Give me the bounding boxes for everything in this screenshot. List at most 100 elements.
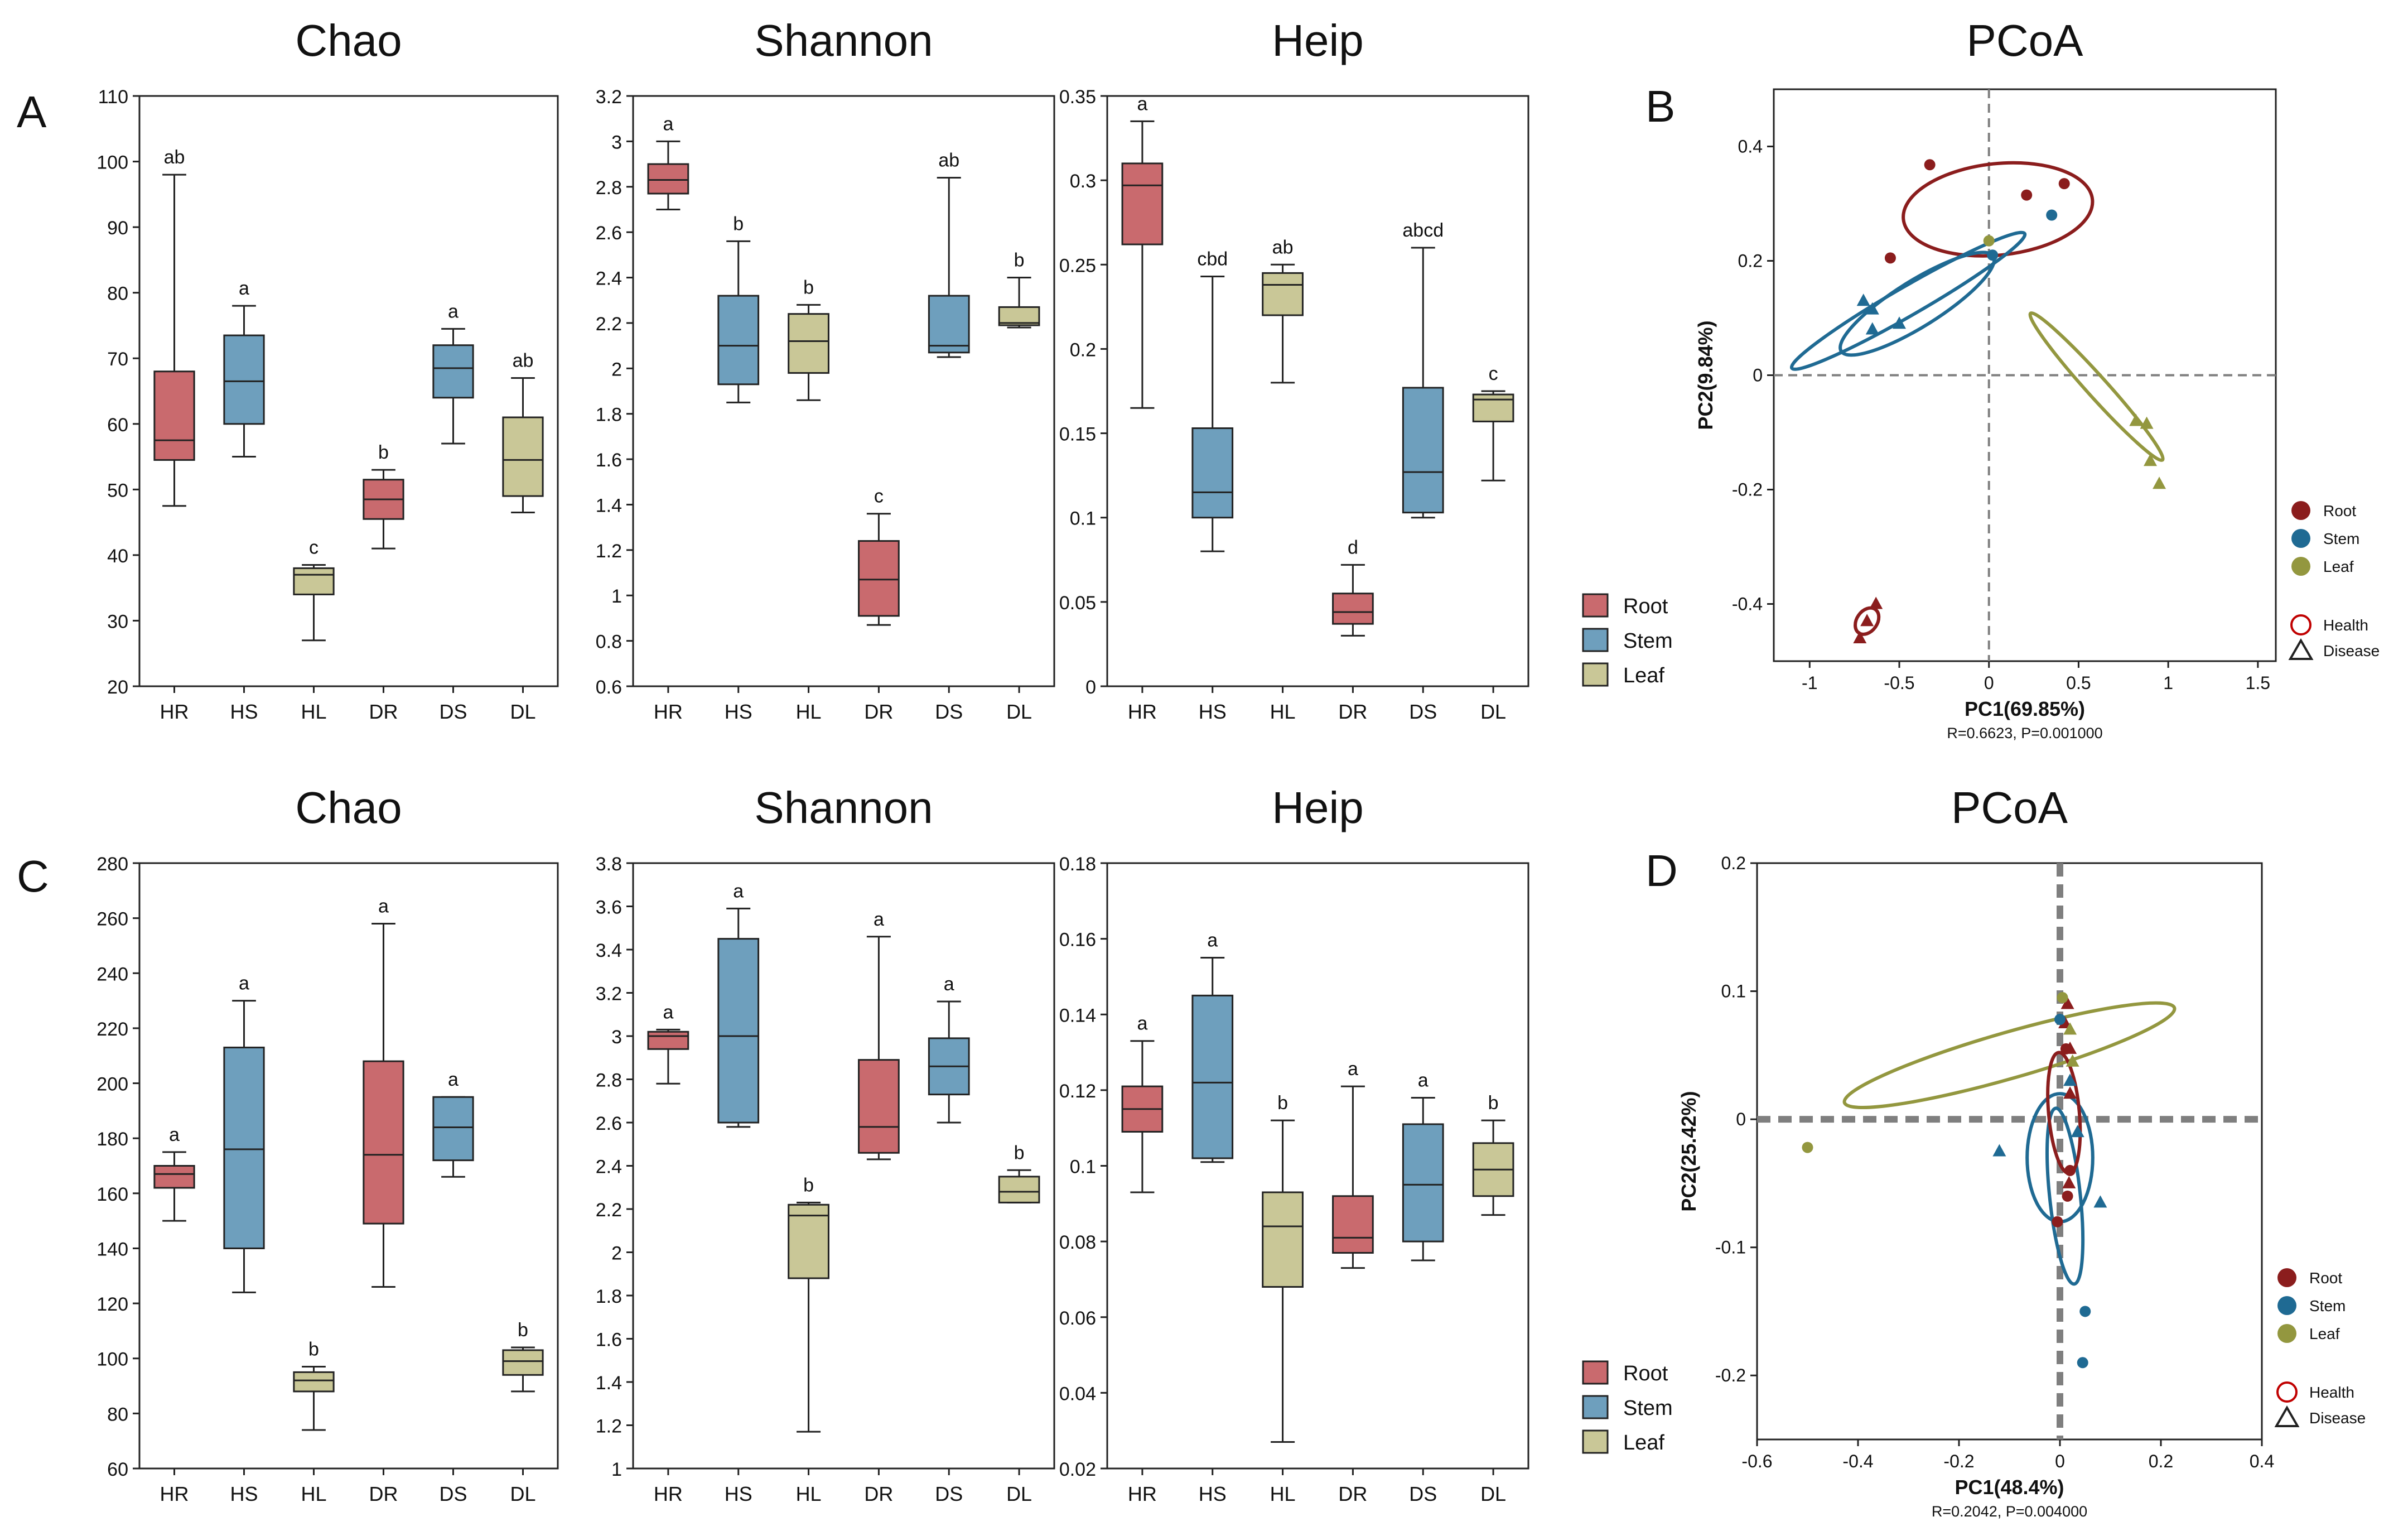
- boxplot-shannon-2: Shannon 1 1.2 1.4 1.6 1.8 2 2.2 2.4 2.6 2.8 3 3.2 3.4…: [596, 783, 1055, 1505]
- significance-label: b: [1014, 1142, 1025, 1163]
- boxplot-chao-1: Chao 20 30 40 50 60 70 80 90 100 110 ab HR a HS c HL b DR a…: [96, 16, 559, 723]
- significance-label: ab: [164, 147, 185, 168]
- x-tick-label: HS: [1199, 700, 1227, 723]
- sample-point-disease: [2063, 1086, 2077, 1099]
- sample-point-health: [2058, 178, 2070, 190]
- box-ds: [1402, 387, 1444, 514]
- x-tick-label: DR: [1338, 700, 1367, 723]
- legend-swatch-stem: [2277, 1296, 2296, 1315]
- sample-point-disease: [2093, 1195, 2107, 1208]
- significance-label: b: [518, 1320, 528, 1341]
- legend-label: Leaf: [1623, 664, 1664, 687]
- y-axis-label: PC2(25.42%): [1677, 1091, 1700, 1211]
- x-tick-label: -0.5: [1884, 673, 1914, 693]
- significance-label: a: [378, 896, 389, 917]
- significance-label: a: [1137, 93, 1147, 114]
- y-tick-label: 1.8: [596, 1286, 622, 1307]
- legend-swatch-stem: [2291, 529, 2310, 548]
- x-tick-label: DR: [864, 700, 893, 723]
- x-tick-label: HL: [1270, 1482, 1296, 1505]
- significance-label: b: [803, 277, 814, 298]
- significance-label: b: [803, 1174, 814, 1196]
- charts-layer: Chao2030405060708090100110abHRaHScHLbDRa…: [96, 16, 2380, 1520]
- x-tick-label: HR: [1128, 1482, 1157, 1505]
- y-tick-label: 1: [611, 1459, 622, 1480]
- y-tick-label: 2.4: [596, 268, 622, 290]
- box-hl: [1262, 1191, 1304, 1288]
- y-tick-label: 3.2: [596, 984, 622, 1005]
- x-tick-label: DR: [369, 700, 398, 723]
- sample-point-disease: [1869, 596, 1883, 609]
- y-tick-label: 2.8: [596, 177, 622, 199]
- x-tick-label: DL: [510, 1482, 535, 1505]
- sample-point-health: [2079, 1306, 2091, 1317]
- x-tick-label: -0.6: [1741, 1451, 1772, 1471]
- chart-title: Shannon: [754, 783, 933, 832]
- y-tick-label: 0.05: [1059, 593, 1096, 614]
- sample-point-disease: [2144, 454, 2157, 466]
- x-tick-label: 0: [1984, 673, 1994, 693]
- y-tick-label: 0.4: [1738, 137, 1763, 157]
- sample-point-disease: [2063, 1041, 2077, 1054]
- box-hr: [153, 370, 195, 461]
- significance-label: a: [874, 909, 884, 930]
- box-hs: [717, 938, 760, 1124]
- y-tick-label: 280: [96, 854, 128, 875]
- x-tick-label: DR: [1338, 1482, 1367, 1505]
- box-dr: [858, 540, 900, 617]
- chart-title: Heip: [1272, 783, 1364, 832]
- legend-label: Stem: [2323, 530, 2359, 547]
- y-tick-label: 0.2: [1738, 251, 1763, 271]
- sample-point-disease: [1856, 293, 1870, 306]
- significance-label: c: [309, 537, 319, 558]
- x-tick-label: DR: [369, 1482, 398, 1505]
- x-tick-label: HS: [230, 1482, 258, 1505]
- significance-label: cbd: [1197, 248, 1228, 269]
- y-tick-label: 220: [96, 1019, 128, 1040]
- significance-label: c: [1489, 363, 1498, 384]
- y-tick-label: 2.6: [596, 223, 622, 244]
- y-tick-label: 0.16: [1059, 930, 1096, 951]
- stats-annotation: R=0.6623, P=0.001000: [1947, 725, 2102, 741]
- sample-point-disease: [2063, 1022, 2077, 1035]
- y-tick-label: 2: [611, 359, 622, 380]
- y-tick-label: 0.14: [1059, 1005, 1096, 1026]
- legend-label: Disease: [2309, 1409, 2366, 1427]
- y-tick-label: 0.12: [1059, 1081, 1096, 1102]
- y-tick-label: 1.6: [596, 450, 622, 471]
- y-tick-label: 3.2: [596, 86, 622, 108]
- y-tick-label: 0.1: [1721, 981, 1746, 1001]
- significance-label: abcd: [1402, 220, 1444, 241]
- sample-point-disease: [1865, 322, 1879, 335]
- legend-label: Stem: [1623, 629, 1673, 653]
- confidence-ellipse: [2028, 311, 2165, 462]
- y-tick-label: -0.4: [1732, 594, 1763, 614]
- y-tick-label: 80: [107, 283, 128, 305]
- y-tick-label: 90: [107, 218, 128, 239]
- y-tick-label: 60: [107, 415, 128, 436]
- y-tick-label: 0.18: [1059, 854, 1096, 875]
- stats-annotation: R=0.2042, P=0.004000: [1932, 1503, 2087, 1520]
- x-tick-label: DS: [935, 1482, 963, 1505]
- x-tick-label: HR: [1128, 700, 1157, 723]
- pcoa-pcoa-2: PCoA -0.6 -0.4 -0.2 0 0.2 0.4 -0.2 -0.1 0 0.1 0.2 PC…: [1677, 783, 2366, 1520]
- legend-swatch-stem: [1582, 628, 1609, 652]
- y-tick-label: 0: [1736, 1109, 1746, 1129]
- legend-swatch-leaf: [1582, 1429, 1609, 1454]
- box-hs: [223, 1046, 265, 1249]
- y-tick-label: 1.6: [596, 1330, 622, 1351]
- x-tick-label: HL: [796, 1482, 822, 1505]
- y-tick-label: 3: [611, 1027, 622, 1048]
- significance-label: a: [1137, 1013, 1147, 1034]
- y-tick-label: 0.25: [1059, 255, 1096, 276]
- significance-label: a: [239, 278, 249, 299]
- sample-point-health: [2054, 1014, 2066, 1025]
- box-hs: [717, 295, 760, 386]
- significance-label: c: [874, 486, 884, 507]
- confidence-ellipse: [1854, 606, 1881, 636]
- sample-point-disease: [2063, 1073, 2077, 1086]
- sample-point-disease: [2058, 1015, 2072, 1028]
- box-hr: [647, 163, 689, 195]
- legend-label: Root: [1623, 1362, 1668, 1385]
